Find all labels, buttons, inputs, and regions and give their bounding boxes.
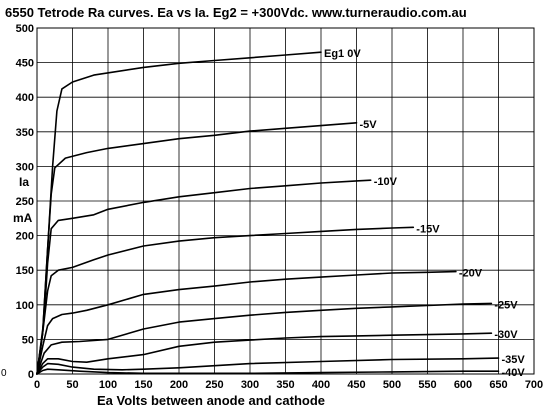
x-tick-label: 550 [418, 379, 436, 391]
x-tick-label: 600 [454, 379, 472, 391]
y-tick-label: 50 [22, 334, 34, 346]
grid [36, 27, 535, 375]
x-tick-label: 300 [241, 379, 259, 391]
series-layer [36, 51, 500, 375]
y-tick-label: 450 [16, 58, 34, 70]
chart-title: 6550 Tetrode Ra curves. Ea vs Ia. Eg2 = … [5, 5, 467, 20]
series-label-1: -5V [360, 119, 378, 131]
y-tick-label: 100 [16, 300, 34, 312]
x-tick-label: 0 [34, 379, 40, 391]
y-tick-label: 150 [16, 265, 34, 277]
x-tick-label: 150 [134, 379, 152, 391]
x-tick-label: 200 [170, 379, 188, 391]
series-line-4 [36, 270, 457, 375]
series-line-7 [36, 357, 500, 375]
series-label-3: -15V [416, 223, 440, 235]
series-label-2: -10V [374, 176, 398, 188]
x-tick-label: 450 [347, 379, 365, 391]
series-line-6 [36, 332, 493, 375]
series-line-5 [36, 302, 493, 375]
series-line-2 [36, 179, 372, 375]
x-tick-label: 350 [276, 379, 294, 391]
y-tick-label: 350 [16, 127, 34, 139]
x-tick-label: 50 [66, 379, 78, 391]
y-tick-label: 0 [28, 369, 34, 381]
series-label-8: -40V [502, 367, 526, 379]
footer-mark: 0 [1, 368, 7, 379]
series-line-3 [36, 226, 415, 375]
series-label-4: -20V [459, 268, 483, 280]
x-tick-label: 100 [99, 379, 117, 391]
y-tick-label: 200 [16, 231, 34, 243]
y-tick-label: 500 [16, 23, 34, 35]
y-axis-label-ia: Ia [19, 175, 29, 189]
x-tick-label: 500 [383, 379, 401, 391]
y-tick-label: 250 [16, 196, 34, 208]
x-tick-label: 400 [312, 379, 330, 391]
tick-labels: 0 50 100 150 200 250 300 350 400 450 500 550 600 650 7… [16, 23, 543, 391]
y-tick-label: 300 [16, 161, 34, 173]
x-tick-label: 700 [525, 379, 543, 391]
x-axis-label: Ea Volts between anode and cathode [97, 393, 325, 408]
series-label-5: -25V [494, 299, 518, 311]
y-tick-label: 400 [16, 92, 34, 104]
series-labels: Eg1 0V -5V -10V -15V -20V -25V -30V -35V-40V [324, 48, 525, 379]
x-tick-label: 650 [489, 379, 507, 391]
series-label-0: Eg1 0V [324, 48, 361, 60]
x-tick-label: 250 [205, 379, 223, 391]
series-label-6: -30V [494, 329, 518, 341]
y-axis-label-ma: mA [13, 211, 33, 225]
series-line-1 [36, 122, 358, 375]
series-label-7: -35V [502, 354, 526, 366]
series-line-8 [36, 368, 500, 375]
